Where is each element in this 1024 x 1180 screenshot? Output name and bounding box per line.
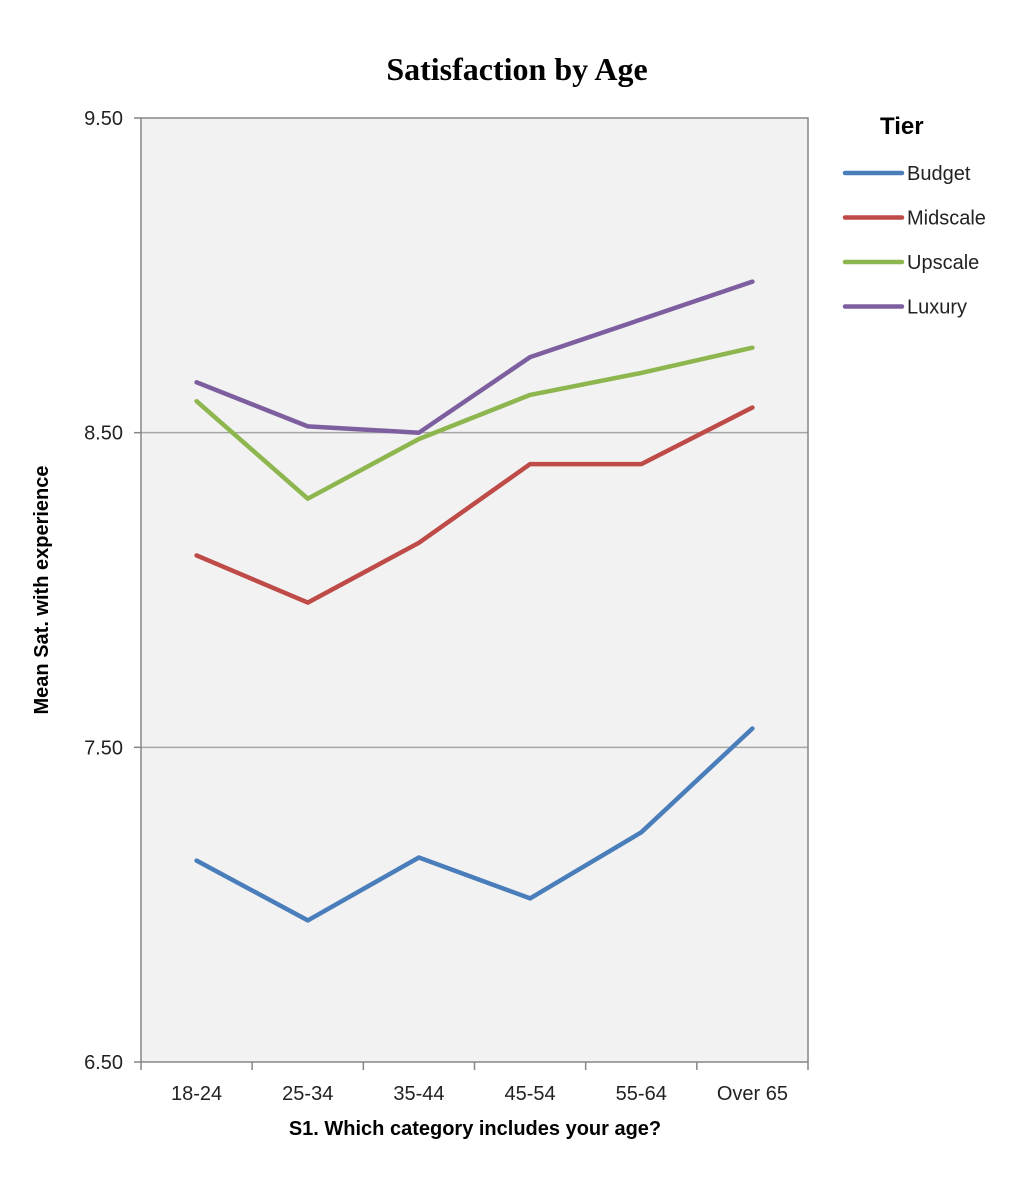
y-axis-ticks: 6.50 7.50 8.50 9.50 — [84, 108, 141, 1074]
x-tick-label: 35-44 — [393, 1083, 444, 1105]
series-lines — [194, 279, 755, 923]
gridlines — [141, 431, 808, 749]
x-tick-label: 45-54 — [505, 1083, 556, 1105]
series-line-midscale — [194, 405, 755, 605]
legend: Tier Budget Midscale Upscale Luxury — [842, 113, 986, 319]
y-tick-label: 8.50 — [84, 423, 123, 445]
x-axis-label: S1. Which category includes your age? — [289, 1118, 661, 1140]
plot-area — [141, 118, 808, 1062]
chart-title: Satisfaction by Age — [386, 51, 647, 87]
x-tick-label: 25-34 — [282, 1083, 333, 1105]
y-axis-label: Mean Sat. with experience — [31, 466, 53, 715]
x-tick-label: Over 65 — [717, 1083, 788, 1105]
legend-label-budget: Budget — [907, 163, 971, 185]
legend-label-luxury: Luxury — [907, 297, 967, 319]
series-line-luxury — [194, 279, 755, 435]
y-tick-label: 7.50 — [84, 737, 123, 759]
legend-label-midscale: Midscale — [907, 208, 986, 230]
series-line-budget — [194, 726, 755, 923]
y-tick-label: 9.50 — [84, 108, 123, 130]
series-line-upscale — [194, 345, 755, 501]
y-tick-label: 6.50 — [84, 1052, 123, 1074]
x-tick-label: 18-24 — [171, 1083, 222, 1105]
legend-label-upscale: Upscale — [907, 252, 979, 274]
legend-title: Tier — [880, 113, 924, 140]
x-axis-ticks: 18-24 25-34 35-44 45-54 55-64 Over 65 — [140, 1062, 809, 1105]
x-tick-label: 55-64 — [616, 1083, 667, 1105]
plot-background — [141, 118, 808, 1062]
